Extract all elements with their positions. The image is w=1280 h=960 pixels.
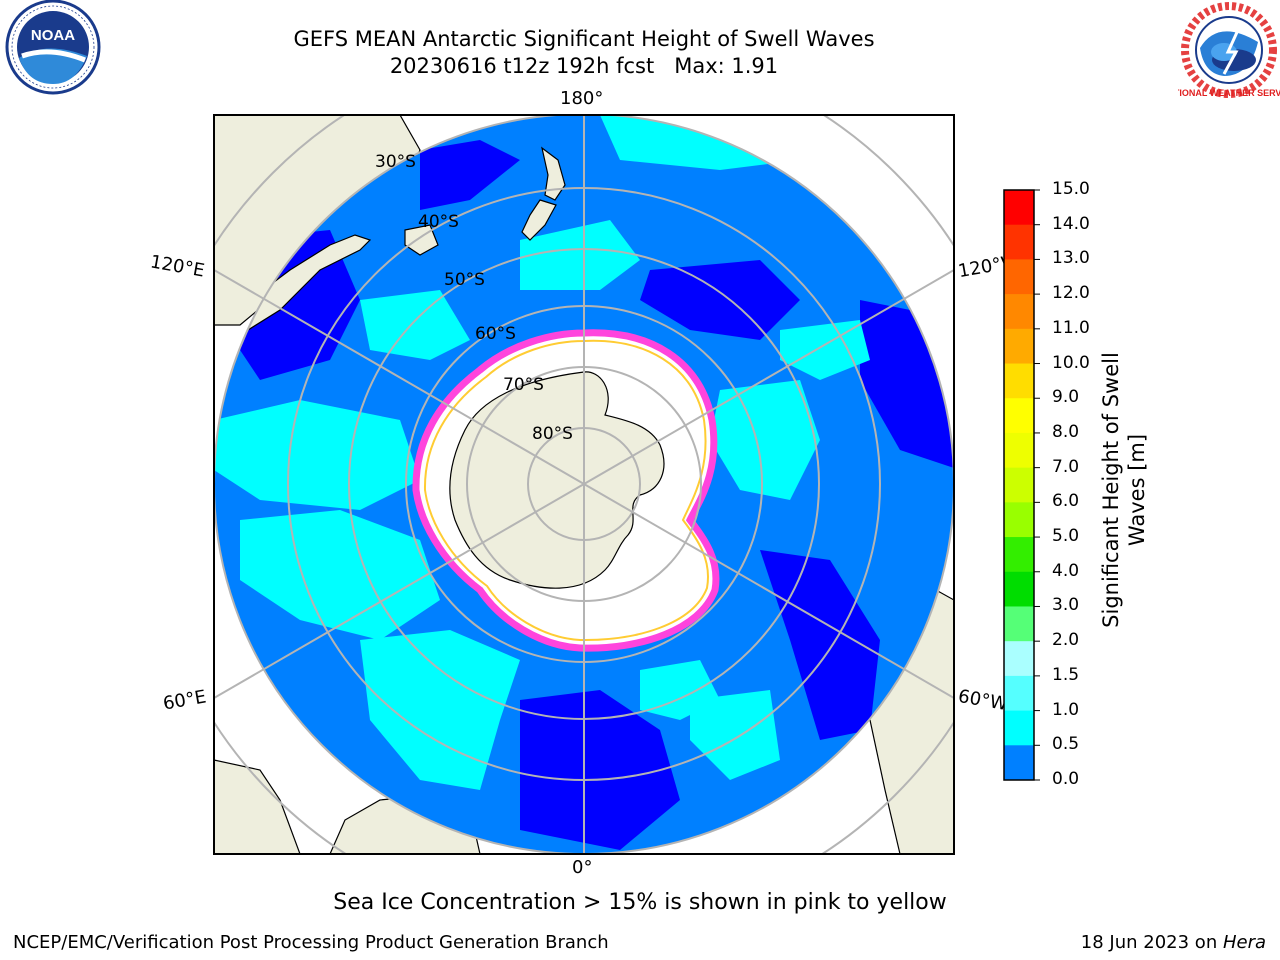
lat-label-50s: 50°S: [444, 270, 485, 290]
nws-logo-text: NATIONAL WEATHER SERVICE: [1178, 88, 1280, 98]
colorbar-tick-label: 2.0: [1052, 630, 1080, 651]
colorbar-bin: [1004, 571, 1034, 607]
colorbar-bin: [1004, 398, 1034, 434]
lat-label-60s: 60°S: [475, 324, 516, 344]
colorbar-bin: [1004, 467, 1034, 503]
colorbar-tick-label: 9.0: [1052, 387, 1080, 408]
colorbar-bin: [1004, 641, 1034, 677]
colorbar-bin: [1004, 502, 1034, 538]
colorbar-tick-label: 7.0: [1052, 456, 1080, 477]
colorbar-bin: [1004, 294, 1034, 330]
map-subtitle: 20230616 t12z 192h fcst Max: 1.91: [389, 54, 779, 78]
colorbar-bin: [1004, 363, 1034, 399]
lat-label-30s: 30°S: [375, 152, 416, 172]
colorbar-bin: [1004, 432, 1034, 469]
sea-ice-note: Sea Ice Concentration > 15% is shown in …: [333, 890, 947, 915]
noaa-logo-text: NOAA: [31, 27, 75, 44]
host-name: Hera: [1222, 932, 1266, 953]
colorbar-title-wrap: Significant Height of Swell Waves [m]: [1098, 330, 1158, 650]
new-zealand-south-land: [521, 199, 557, 241]
noaa-logo: NOAA: [5, 0, 101, 95]
colorbar-tick-label: 13.0: [1052, 248, 1090, 269]
lon-label-180: 180°: [560, 88, 604, 109]
date-credit: 18 Jun 2023 on Hera: [1081, 932, 1266, 953]
colorbar-bin: [1004, 224, 1034, 260]
lat-label-80s: 80°S: [532, 424, 573, 444]
colorbar-bin: [1004, 259, 1034, 295]
colorbar-title: Significant Height of Swell Waves [m]: [1099, 352, 1149, 628]
colorbar-tick-label: 5.0: [1052, 526, 1080, 547]
colorbar-tick-label: 8.0: [1052, 421, 1080, 442]
colorbar-bin: [1004, 745, 1034, 781]
colorbar-bin: [1004, 606, 1034, 642]
colorbar-tick-label: 4.0: [1052, 560, 1080, 581]
credit-text: NCEP/EMC/Verification Post Processing Pr…: [13, 932, 609, 953]
lon-label-0: 0°: [572, 857, 593, 878]
map-title: GEFS MEAN Antarctic Significant Height o…: [293, 27, 875, 51]
nws-logo: NATIONAL WEATHER SERVICE: [1178, 2, 1280, 98]
date-text: 18 Jun 2023 on: [1080, 932, 1223, 953]
colorbar-tick-label: 15.0: [1052, 179, 1090, 199]
colorbar: [1003, 189, 1040, 781]
lat-label-70s: 70°S: [503, 375, 544, 395]
colorbar-bin: [1004, 328, 1034, 365]
colorbar-tick-label: 0.0: [1052, 769, 1080, 789]
graticule: [214, 115, 954, 854]
colorbar-bin: [1004, 537, 1034, 573]
colorbar-bin: [1004, 710, 1034, 746]
lat-label-40s: 40°S: [418, 212, 459, 232]
tasmania-land: [404, 224, 439, 256]
colorbar-tick-label: 12.0: [1052, 283, 1090, 304]
new-zealand-north-land: [541, 146, 566, 201]
madagascar-land: [214, 759, 301, 854]
colorbar-tick-label: 11.0: [1052, 317, 1090, 338]
colorbar-tick-label: 3.0: [1052, 595, 1080, 616]
colorbar-bin: [1004, 190, 1034, 226]
colorbar-tick-label: 6.0: [1052, 491, 1080, 512]
colorbar-tick-label: 1.5: [1052, 664, 1080, 685]
colorbar-tick-label: 0.5: [1052, 734, 1080, 755]
colorbar-bin: [1004, 675, 1034, 712]
colorbar-frame: [1003, 189, 1035, 781]
colorbar-tick-label: 1.0: [1052, 699, 1080, 720]
map-frame: [213, 114, 955, 855]
colorbar-tick-label: 10.0: [1052, 352, 1090, 373]
colorbar-tick-label: 14.0: [1052, 213, 1090, 234]
